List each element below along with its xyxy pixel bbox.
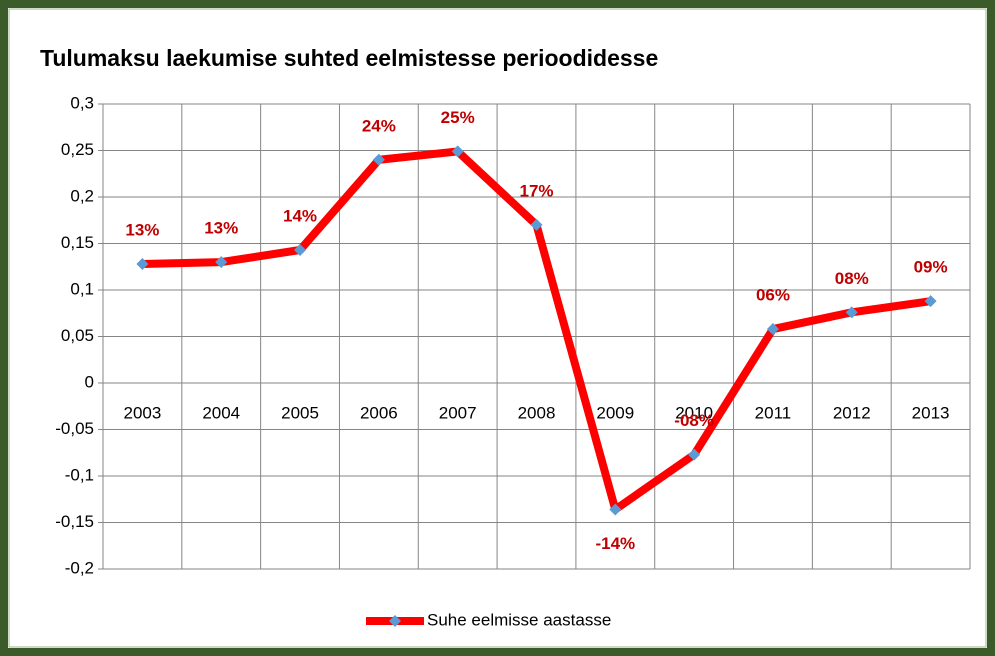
x-tick-label: 2005 bbox=[281, 403, 319, 422]
x-tick-label: 2011 bbox=[755, 403, 792, 422]
data-label: 24% bbox=[362, 116, 396, 135]
data-label: 06% bbox=[756, 286, 790, 305]
marker bbox=[530, 218, 543, 231]
data-label: -08% bbox=[674, 411, 714, 430]
y-tick-label: -0,2 bbox=[65, 558, 94, 577]
marker bbox=[136, 257, 149, 270]
marker bbox=[845, 306, 858, 319]
y-tick-label: 0,25 bbox=[61, 140, 94, 159]
y-tick-label: -0,05 bbox=[55, 419, 94, 438]
marker bbox=[688, 448, 701, 461]
x-tick-label: 2003 bbox=[123, 403, 161, 422]
marker bbox=[451, 145, 464, 158]
y-tick-label: 0,2 bbox=[70, 186, 94, 205]
y-tick-label: 0,05 bbox=[61, 326, 94, 345]
chart-frame-inner bbox=[8, 8, 987, 648]
legend-marker bbox=[389, 615, 401, 627]
x-tick-label: 2006 bbox=[360, 403, 398, 422]
y-tick-label: -0,15 bbox=[55, 512, 94, 531]
data-label: 17% bbox=[519, 181, 553, 200]
y-tick-label: -0,1 bbox=[65, 465, 94, 484]
x-tick-label: 2008 bbox=[518, 403, 556, 422]
x-tick-label: 2009 bbox=[596, 403, 634, 422]
y-tick-label: 0,3 bbox=[70, 93, 94, 112]
data-label: 08% bbox=[835, 269, 869, 288]
data-label: 13% bbox=[125, 220, 159, 239]
marker bbox=[215, 256, 228, 269]
data-label: 13% bbox=[204, 219, 238, 238]
data-label: -14% bbox=[595, 534, 635, 553]
x-tick-label: 2007 bbox=[439, 403, 477, 422]
x-tick-label: 2004 bbox=[202, 403, 240, 422]
y-tick-label: 0,1 bbox=[70, 279, 94, 298]
data-label: 09% bbox=[914, 258, 948, 277]
marker bbox=[372, 153, 385, 166]
x-tick-label: 2012 bbox=[833, 403, 871, 422]
chart-title: Tulumaksu laekumise suhted eelmistesse p… bbox=[40, 45, 658, 71]
legend-label: Suhe eelmisse aastasse bbox=[427, 610, 611, 629]
x-tick-label: 2013 bbox=[912, 403, 950, 422]
marker bbox=[294, 244, 307, 257]
marker bbox=[766, 323, 779, 336]
data-label: 14% bbox=[283, 206, 317, 225]
x-tick-label: 2010 bbox=[675, 403, 713, 422]
marker bbox=[609, 503, 622, 516]
y-tick-label: 0 bbox=[85, 372, 94, 391]
y-tick-label: 0,15 bbox=[61, 233, 94, 252]
data-label: 25% bbox=[441, 108, 475, 127]
marker bbox=[924, 295, 937, 308]
